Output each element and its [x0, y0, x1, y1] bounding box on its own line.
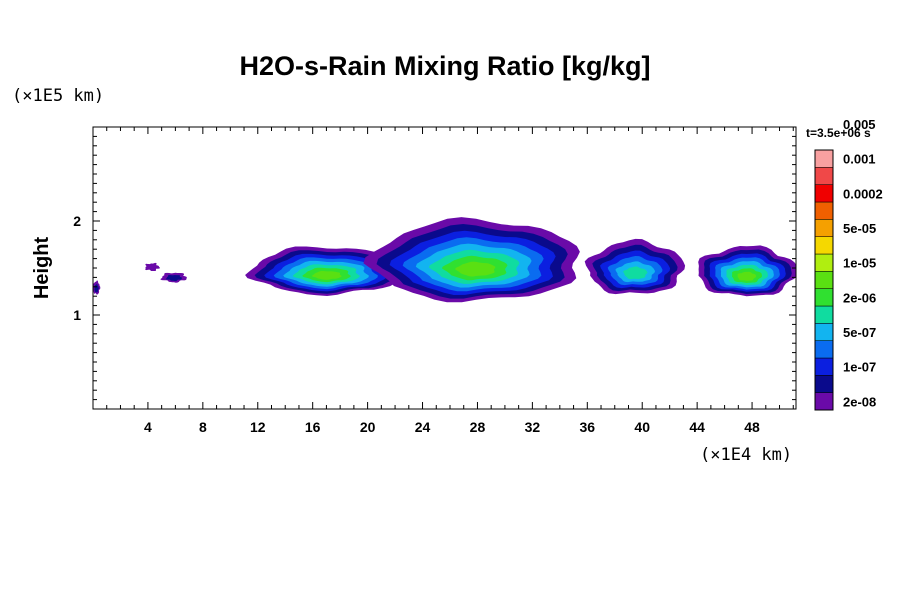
y-axis-label: Height — [31, 237, 53, 300]
x-tick-label: 28 — [470, 419, 486, 435]
contour-level — [94, 283, 99, 293]
colorbar-swatch — [814, 149, 834, 168]
colorbar-swatch — [814, 271, 834, 289]
colorbar-swatch — [814, 288, 834, 307]
x-tick-labels: 4 8 12 16 20 24 28 32 36 40 44 48 — [144, 419, 760, 435]
colorbar-label: 2e-08 — [843, 394, 876, 409]
contour-level — [145, 262, 160, 271]
colorbar-swatch — [814, 253, 834, 272]
contour-level — [165, 275, 182, 282]
contour-level — [311, 271, 342, 280]
colorbar-label: 5e-07 — [843, 325, 876, 340]
x-tick-label: 32 — [525, 419, 541, 435]
x-tick-label: 48 — [744, 419, 760, 435]
colorbar-swatch — [814, 236, 834, 255]
colorbar: 2e-08 1e-07 5e-07 2e-06 1e-05 5e-05 0.0002 0.00… — [814, 117, 883, 411]
y-axis-unit: (×1E5 km) — [12, 86, 104, 106]
colorbar-label: 1e-07 — [843, 360, 876, 375]
time-label: t=3.5e+06 s — [806, 126, 871, 140]
y-tick-label: 1 — [73, 307, 81, 323]
colorbar-swatch — [814, 184, 834, 203]
colorbar-swatch — [814, 375, 834, 393]
axis-ticks — [93, 127, 796, 409]
contour-level — [455, 261, 496, 277]
colorbar-label: 5e-05 — [843, 221, 876, 236]
colorbar-swatch — [814, 219, 834, 237]
y-tick-labels: 12 — [73, 213, 81, 323]
y-tick-label: 2 — [73, 213, 81, 229]
cloud-4 — [245, 246, 405, 296]
contour-level — [737, 271, 757, 281]
cloud-7 — [698, 245, 796, 297]
cloud-2 — [145, 262, 160, 271]
colorbar-label: 0.001 — [843, 152, 876, 167]
colorbar-label: 2e-06 — [843, 290, 876, 305]
x-tick-label: 40 — [634, 419, 650, 435]
colorbar-swatch — [814, 357, 834, 376]
colorbar-swatch — [814, 305, 834, 324]
cloud-5 — [363, 217, 580, 303]
x-tick-label: 4 — [144, 419, 152, 435]
colorbar-frame — [814, 149, 834, 411]
colorbar-swatch — [814, 340, 834, 359]
colorbar-label: 0.005 — [843, 117, 876, 132]
colorbar-swatch — [814, 392, 834, 411]
x-tick-label: 8 — [199, 419, 207, 435]
x-tick-label: 16 — [305, 419, 321, 435]
cloud-1 — [93, 280, 101, 295]
colorbar-label: 0.0002 — [843, 186, 883, 201]
contour-level — [623, 266, 648, 280]
x-tick-label: 44 — [689, 419, 705, 435]
chart-title: H2O-s-Rain Mixing Ratio [kg/kg] — [239, 51, 650, 81]
x-tick-label: 20 — [360, 419, 376, 435]
contour-field — [93, 217, 796, 303]
colorbar-swatch — [814, 201, 834, 220]
x-tick-label: 12 — [250, 419, 266, 435]
colorbar-swatch — [814, 323, 834, 341]
x-axis-unit: (×1E4 km) — [700, 445, 792, 465]
cloud-6 — [584, 238, 686, 295]
colorbar-swatch — [814, 167, 834, 185]
cloud-3 — [160, 272, 187, 283]
x-tick-label: 24 — [415, 419, 431, 435]
colorbar-label: 1e-05 — [843, 256, 876, 271]
x-tick-label: 36 — [580, 419, 596, 435]
plot-frame — [92, 126, 797, 410]
